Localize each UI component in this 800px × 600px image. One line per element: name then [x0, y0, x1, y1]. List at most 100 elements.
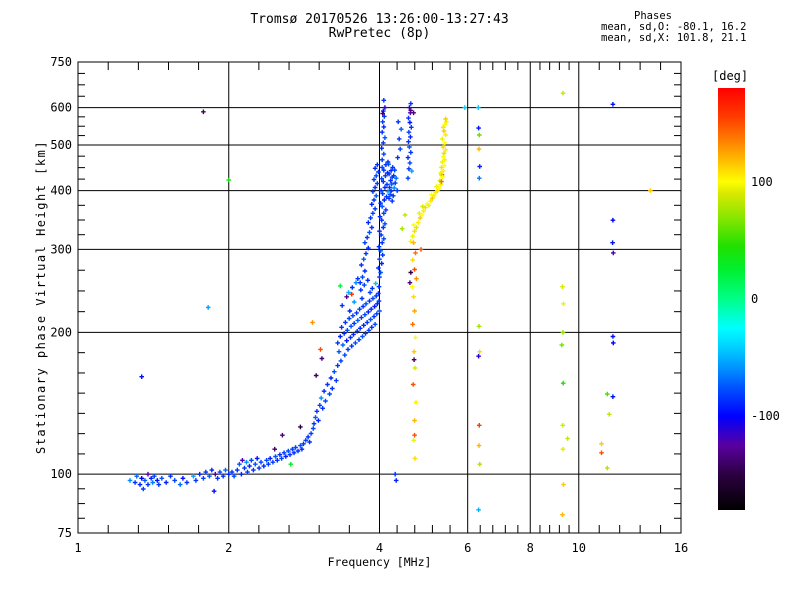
y-tick-label: 750	[50, 55, 72, 69]
data-point	[359, 262, 364, 268]
data-point	[372, 322, 378, 327]
data-point	[443, 147, 448, 153]
data-point	[314, 409, 320, 414]
data-point	[411, 349, 417, 354]
data-point	[418, 247, 424, 252]
data-point	[368, 215, 373, 221]
data-point	[379, 157, 385, 163]
data-point	[386, 171, 392, 177]
data-point	[409, 168, 415, 174]
data-point	[610, 240, 615, 245]
data-point	[389, 198, 395, 204]
data-point	[440, 144, 446, 150]
data-point	[366, 328, 372, 333]
data-point	[412, 418, 417, 423]
data-point	[266, 461, 271, 467]
data-point	[381, 98, 387, 103]
data-point	[381, 151, 387, 157]
data-point	[391, 173, 396, 179]
data-point	[319, 356, 325, 361]
data-point	[412, 228, 417, 234]
data-point	[213, 471, 218, 477]
data-point	[357, 326, 363, 331]
data-point	[560, 330, 566, 335]
data-point	[373, 173, 379, 179]
data-point	[335, 363, 340, 368]
data-point	[412, 432, 417, 438]
data-point	[367, 290, 373, 295]
data-point	[323, 398, 328, 404]
data-point	[393, 478, 399, 483]
data-point	[440, 136, 445, 142]
data-point	[382, 185, 388, 190]
x-tick-label: 1	[74, 541, 81, 555]
data-point	[356, 337, 362, 342]
data-point	[340, 342, 346, 348]
data-point	[313, 415, 318, 420]
data-point	[599, 441, 604, 447]
data-point	[336, 349, 342, 354]
data-point	[137, 482, 143, 487]
data-point	[281, 450, 287, 456]
data-point	[477, 461, 482, 467]
data-point	[346, 290, 351, 295]
data-point	[313, 373, 319, 378]
data-point	[332, 369, 337, 374]
data-point	[416, 211, 422, 216]
data-point	[382, 114, 387, 119]
data-point	[378, 248, 383, 254]
title-block: Tromsø 20170526 13:26:00-13:27:43 RwPret…	[78, 13, 681, 41]
data-point	[396, 136, 402, 142]
data-point	[409, 284, 415, 289]
data-point	[379, 204, 385, 209]
data-point	[235, 467, 240, 473]
data-point	[610, 102, 616, 107]
data-point	[421, 208, 426, 214]
data-point	[406, 115, 411, 121]
phases-title: Phases	[634, 10, 672, 22]
data-point	[368, 317, 373, 322]
data-point	[440, 154, 446, 159]
data-point	[417, 215, 423, 221]
data-point	[349, 291, 354, 297]
data-point	[155, 478, 160, 483]
data-point	[408, 101, 414, 106]
data-point	[245, 469, 250, 475]
data-point	[391, 185, 397, 191]
data-point	[390, 165, 395, 170]
data-point	[379, 165, 385, 170]
data-point	[310, 320, 315, 325]
data-point	[358, 287, 364, 293]
data-point	[426, 203, 432, 208]
colorbar	[718, 88, 745, 510]
data-point	[379, 217, 384, 223]
data-point	[320, 406, 325, 411]
data-point	[350, 313, 356, 318]
data-point	[226, 177, 232, 183]
data-point	[440, 168, 446, 174]
data-point	[291, 450, 297, 456]
data-point	[381, 236, 387, 242]
data-point	[386, 196, 392, 201]
data-point	[348, 335, 353, 340]
data-point	[381, 140, 386, 146]
data-point	[256, 465, 262, 471]
data-point	[441, 151, 447, 156]
data-point	[217, 469, 223, 475]
data-point	[561, 301, 566, 307]
data-point	[305, 434, 311, 440]
data-point	[443, 116, 448, 122]
data-point	[293, 445, 298, 450]
data-point	[311, 421, 317, 426]
data-point	[378, 270, 383, 275]
data-point	[376, 291, 381, 296]
phases-summary: Phases mean, sd,O: -80.1, 16.2 mean, sd,…	[601, 11, 746, 44]
data-point	[362, 240, 368, 245]
data-point	[477, 175, 482, 181]
data-point	[220, 473, 226, 479]
data-point	[273, 454, 278, 459]
data-point	[560, 90, 566, 96]
data-point	[379, 176, 384, 181]
data-point	[339, 325, 344, 330]
data-point	[201, 109, 206, 115]
